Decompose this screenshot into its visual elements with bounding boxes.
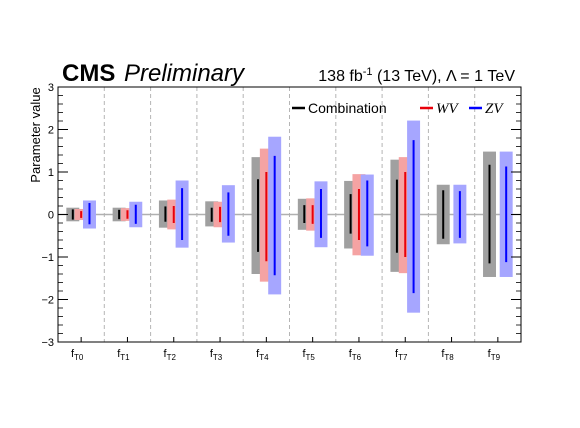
x-tick-label: fT7 (395, 348, 408, 362)
interval-lines (71, 140, 508, 294)
x-tick-label: fT2 (164, 348, 177, 362)
x-axis: fT0 fT1 fT2 fT3 fT4 fT5 fT6 fT7 fT8 fT9 (71, 337, 501, 362)
lumi-value: 138 fb (318, 68, 363, 85)
y-tick-label: 3 (48, 82, 54, 94)
y-tick-label: −2 (41, 295, 54, 307)
x-tick-label: fT3 (210, 348, 223, 362)
legend-label-combination: Combination (308, 100, 387, 116)
lumi-exponent: -1 (363, 66, 373, 78)
x-tick-label: fT0 (71, 348, 84, 362)
x-tick-label: fT1 (117, 348, 130, 362)
x-tick-label: fT5 (302, 348, 315, 362)
y-tick-label: −3 (41, 337, 54, 349)
x-tick-label: fT6 (349, 348, 362, 362)
y-axis-label: Parameter value (28, 87, 43, 182)
x-tick-label: fT4 (256, 348, 269, 362)
status-label: Preliminary (124, 60, 246, 87)
y-tick-label: 0 (48, 210, 54, 222)
legend: Combination WV ZV (292, 100, 504, 117)
lumi-energy: (13 TeV), Λ = 1 TeV (373, 68, 516, 85)
x-tick-label: fT9 (488, 348, 501, 362)
y-tick-label: 2 (48, 125, 54, 137)
experiment-label: CMS (62, 60, 115, 87)
legend-label-wv: WV (436, 101, 459, 117)
luminosity-label: 138 fb-1 (13 TeV), Λ = 1 TeV (318, 66, 515, 85)
y-tick-label: 1 (48, 167, 54, 179)
y-axis: −3 −2 −1 0 1 2 3 (41, 82, 521, 349)
legend-label-zv: ZV (485, 101, 504, 117)
x-tick-label: fT8 (441, 348, 454, 362)
y-tick-label: −1 (41, 252, 54, 264)
